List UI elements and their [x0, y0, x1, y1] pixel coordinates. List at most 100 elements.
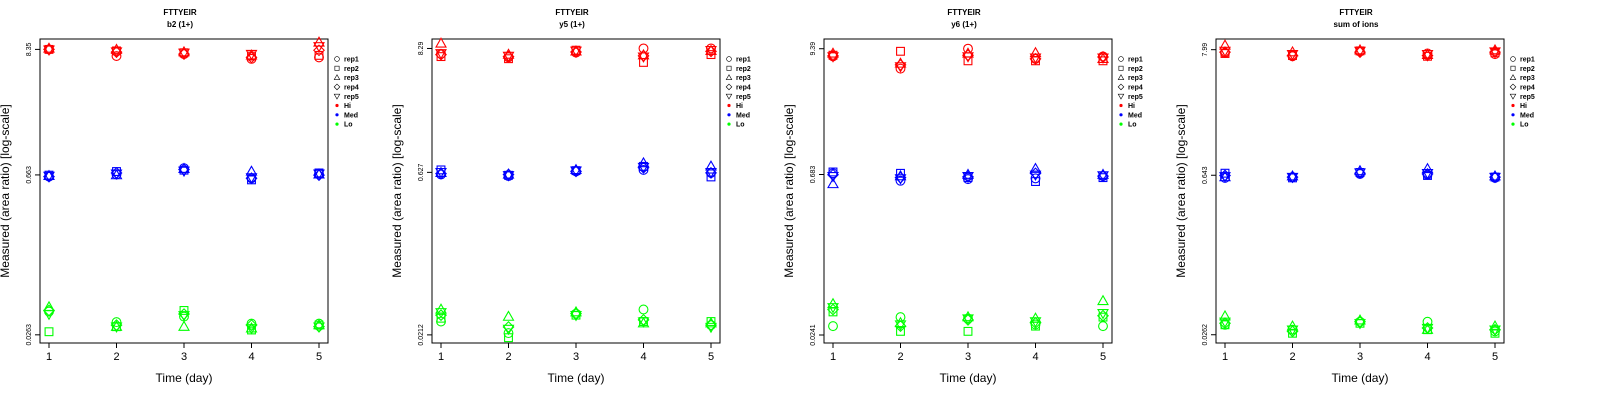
legend: rep1 rep2 rep3 rep4 rep5 Hi Med Lo: [725, 56, 751, 129]
data-point-hi-rep5: [435, 49, 447, 60]
legend-label: Med: [1128, 112, 1142, 119]
legend-label: Hi: [1520, 103, 1527, 110]
legend-label: rep3: [344, 75, 359, 82]
data-points: [435, 37, 717, 343]
legend-label: rep4: [1520, 85, 1535, 92]
legend-marker-med: [1119, 113, 1123, 117]
data-point-hi-rep1: [895, 63, 906, 74]
x-axis-label: Time (day): [548, 371, 605, 385]
legend-marker-rep4: [1117, 83, 1125, 91]
data-point-hi-rep5: [245, 49, 258, 61]
legend-marker-lo: [727, 122, 731, 126]
data-point-lo-rep3: [962, 310, 974, 322]
y-tick-label: 0.663: [26, 166, 33, 184]
data-points: [827, 43, 1109, 336]
legend-label: rep5: [344, 94, 359, 101]
legend-marker-rep1: [726, 56, 732, 62]
x-axis-label: Time (day): [940, 371, 997, 385]
data-point-lo-rep2: [896, 326, 905, 336]
data-point-med-rep5: [313, 169, 325, 180]
y-tick-label: 7.99: [1202, 43, 1209, 57]
data-point-lo-rep1: [638, 304, 649, 315]
data-point-med-rep3: [1029, 162, 1042, 173]
data-point-hi-rep5: [110, 47, 123, 58]
legend-marker-hi: [1511, 103, 1515, 108]
x-axis-label: Time (day): [156, 371, 213, 385]
legend-marker-hi: [335, 103, 339, 108]
x-tick-label: 4: [640, 351, 646, 363]
data-point-med-rep5: [1219, 172, 1231, 183]
x-tick-label: 5: [1100, 351, 1106, 363]
data-point-hi-rep5: [502, 51, 515, 63]
legend-label: Lo: [1128, 122, 1137, 129]
data-point-hi-rep5: [178, 48, 190, 60]
data-point-hi-rep4: [245, 51, 258, 64]
chart-subtitle: y6 (1+): [951, 20, 977, 29]
data-point-lo-rep5: [435, 308, 447, 319]
data-point-hi-rep5: [313, 42, 325, 53]
data-point-lo-rep5: [245, 324, 258, 335]
data-point-med-rep5: [962, 172, 974, 183]
data-point-hi-rep1: [314, 52, 324, 63]
x-tick-label: 2: [505, 351, 511, 363]
data-point-med-rep5: [1354, 168, 1366, 179]
legend-marker-rep5: [333, 93, 341, 100]
x-tick-label: 3: [1357, 351, 1363, 363]
data-point-med-rep3: [705, 160, 717, 171]
chart-title: FTTYEIR: [947, 8, 981, 17]
data-point-hi-rep3: [1286, 45, 1299, 57]
data-point-lo-rep5: [1219, 317, 1231, 329]
x-tick-label: 5: [708, 351, 714, 363]
legend: rep1 rep2 rep3 rep4 rep5 Hi Med Lo: [333, 56, 359, 129]
data-point-med-rep3: [502, 168, 515, 179]
legend-marker-rep3: [1117, 74, 1125, 80]
legend-label: rep4: [1128, 85, 1143, 92]
data-point-med-rep5: [502, 171, 515, 182]
legend-marker-med: [335, 113, 339, 117]
y-axis-label: Measured (area ratio) [log-scale]: [782, 104, 796, 277]
data-point-hi-rep4: [962, 49, 974, 62]
data-point-lo-rep1: [111, 317, 122, 328]
data-point-lo-rep5: [502, 324, 515, 336]
data-point-hi-rep5: [1354, 46, 1366, 58]
data-point-hi-rep5: [827, 52, 839, 63]
x-tick-label: 3: [965, 351, 971, 363]
data-point-med-rep3: [1286, 169, 1299, 181]
legend-label: rep3: [1128, 75, 1143, 82]
x-tick-label: 2: [897, 351, 903, 363]
legend-label: rep2: [736, 66, 751, 73]
data-point-hi-rep3: [313, 36, 325, 47]
legend-label: Med: [1520, 112, 1534, 119]
plot-frame: [39, 38, 329, 344]
legend: rep1 rep2 rep3 rep4 rep5 Hi Med Lo: [1509, 56, 1535, 129]
data-point-med-rep5: [178, 166, 190, 178]
data-point-lo-rep4: [43, 304, 55, 317]
legend-marker-hi: [727, 103, 731, 108]
legend-label: Med: [736, 112, 750, 119]
data-point-lo-rep4: [178, 308, 190, 321]
data-point-med-rep5: [1421, 169, 1434, 180]
data-point-lo-rep5: [178, 311, 190, 322]
legend-label: Lo: [1520, 122, 1529, 129]
data-point-hi-rep1: [111, 51, 122, 62]
x-tick-label: 1: [46, 351, 52, 363]
data-point-lo-rep3: [502, 310, 515, 321]
data-point-med-rep5: [1029, 170, 1042, 182]
data-point-med-rep3: [245, 165, 258, 176]
x-tick-label: 3: [573, 351, 579, 363]
data-point-med-rep3: [637, 156, 650, 168]
legend-label: rep1: [1128, 57, 1143, 64]
chart-title: FTTYEIR: [1339, 8, 1373, 17]
x-tick-label: 5: [1492, 351, 1498, 363]
data-point-hi-rep5: [894, 62, 907, 73]
plot-frame: [823, 38, 1113, 344]
legend-label: rep3: [1520, 75, 1535, 82]
legend-label: rep5: [736, 94, 751, 101]
data-point-lo-rep2: [436, 313, 446, 323]
data-point-med-rep1: [895, 175, 906, 186]
data-point-lo-rep1: [828, 321, 838, 332]
data-point-hi-rep5: [962, 52, 974, 63]
chart-panel-3: FTTYEIR y6 (1+) 1 2 3 4 5 0.0241 0.683 9.39 Time (…: [782, 8, 1143, 385]
legend-marker-rep5: [1117, 93, 1125, 100]
